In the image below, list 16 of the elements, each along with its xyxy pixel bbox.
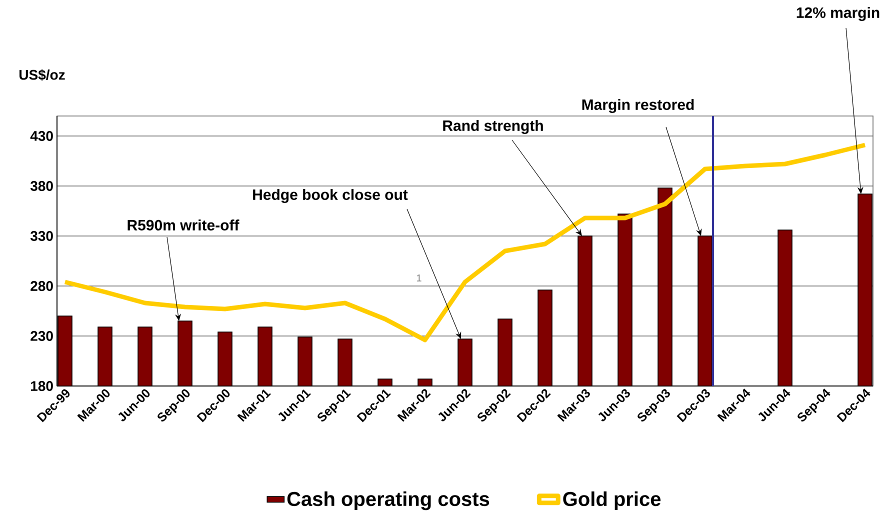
text: US$/oz — [20, 69, 65, 81]
annotation: Margin restored — [582, 98, 694, 114]
y-tick-label: 180 — [30, 381, 53, 391]
y-tick-label: 230 — [30, 331, 53, 341]
annotation: 12% margin — [796, 6, 880, 22]
annotation: Rand strength — [443, 120, 543, 134]
annotation: Hedge book close out — [253, 188, 408, 204]
line-series — [62, 142, 868, 342]
y-tick-label: 380 — [30, 181, 53, 191]
y-tick-label: 430 — [30, 131, 53, 141]
y-tick-label: 330 — [30, 231, 53, 241]
legend-label: Gold price — [563, 491, 661, 510]
legend-label: Cash operating costs — [287, 491, 490, 510]
y-tick-label: 280 — [30, 281, 53, 291]
annotation: 1 — [416, 274, 422, 282]
annotation: R590m write-off — [128, 219, 240, 230]
